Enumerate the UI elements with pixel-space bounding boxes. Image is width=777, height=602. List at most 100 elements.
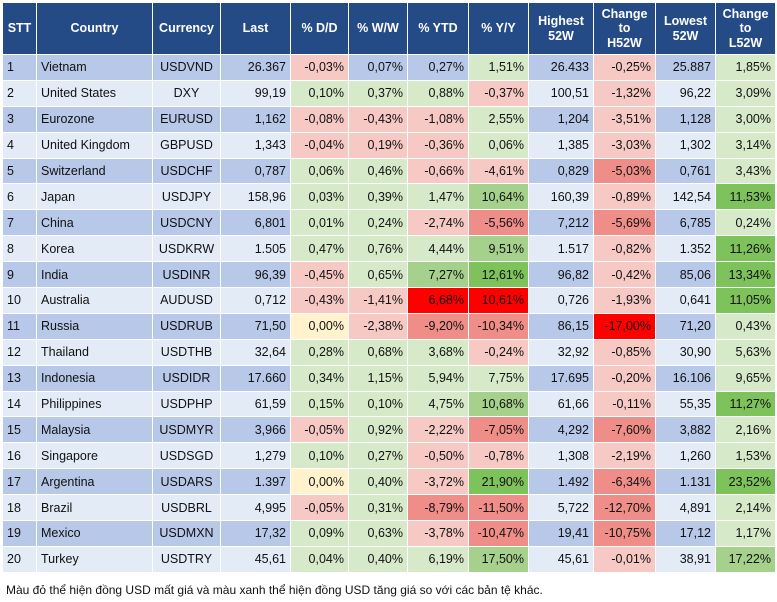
cell-stt: 2 — [2, 79, 37, 107]
cell-ytd: 3,68% — [407, 338, 469, 366]
table-row: 20 Turkey USDTRY 45,61 0,04% 0,40% 6,19% 17,50%… — [2, 545, 776, 573]
cell-change-to-low: 1,85% — [715, 54, 776, 81]
header-stt: STT — [2, 2, 37, 55]
header-currency: Currency — [152, 2, 221, 55]
cell-change-to-low: 0,24% — [715, 209, 776, 237]
cell-ytd: -2,22% — [407, 416, 469, 444]
cell-high-52w: 32,92 — [528, 338, 594, 366]
table-body: 1 Vietnam USDVND 26.367 -0,03% 0,07% 0,27% 1,51… — [2, 54, 776, 573]
cell-change-to-high: -5,03% — [593, 157, 656, 185]
table-row: 16 Singapore USDSGD 1,279 0,10% 0,27% -0,50% -0… — [2, 442, 776, 470]
cell-low-52w: 96,22 — [655, 79, 716, 107]
cell-ytd: -0,36% — [407, 131, 469, 159]
cell-high-52w: 45,61 — [528, 545, 594, 573]
cell-stt: 5 — [2, 157, 37, 185]
cell-last: 6,801 — [220, 209, 291, 237]
cell-currency: USDTHB — [152, 338, 221, 366]
cell-currency: USDINR — [152, 261, 221, 289]
table-row: 11 Russia USDRUB 71,50 0,00% -2,38% -9,20% -10,… — [2, 312, 776, 340]
header-ytd: % YTD — [407, 2, 469, 55]
cell-country: United Kingdom — [36, 131, 153, 159]
cell-last: 26.367 — [220, 54, 291, 81]
header-country: Country — [36, 2, 153, 55]
cell-high-52w: 61,66 — [528, 390, 594, 418]
cell-ww: 0,07% — [348, 54, 408, 81]
cell-last: 1,279 — [220, 442, 291, 470]
cell-ww: 0,19% — [348, 131, 408, 159]
table-row: 9 India USDINR 96,39 -0,45% 0,65% 7,27% 12,61% 9… — [2, 261, 776, 289]
cell-change-to-high: -7,60% — [593, 416, 656, 444]
cell-dd: 0,09% — [290, 520, 349, 547]
cell-last: 17.660 — [220, 364, 291, 392]
cell-change-to-low: 1,53% — [715, 442, 776, 470]
cell-currency: USDARS — [152, 468, 221, 496]
cell-low-52w: 142,54 — [655, 183, 716, 211]
cell-change-to-high: -5,69% — [593, 209, 656, 237]
cell-ytd: 1,47% — [407, 183, 469, 211]
cell-low-52w: 71,20 — [655, 312, 716, 340]
cell-change-to-high: -0,42% — [593, 261, 656, 289]
cell-last: 3,966 — [220, 416, 291, 444]
cell-change-to-low: 2,14% — [715, 494, 776, 522]
cell-currency: USDBRL — [152, 494, 221, 522]
cell-high-52w: 0,829 — [528, 157, 594, 185]
cell-dd: -0,43% — [290, 287, 349, 314]
cell-ww: 0,40% — [348, 545, 408, 573]
cell-high-52w: 100,51 — [528, 79, 594, 107]
cell-low-52w: 85,06 — [655, 261, 716, 289]
cell-change-to-high: -0,20% — [593, 364, 656, 392]
cell-low-52w: 1.352 — [655, 235, 716, 263]
table-row: 2 United States DXY 99,19 0,10% 0,37% 0,88% -0,… — [2, 79, 776, 107]
cell-ytd: -2,74% — [407, 209, 469, 237]
cell-stt: 20 — [2, 545, 37, 573]
cell-yy: 1,51% — [468, 54, 529, 81]
cell-currency: USDJPY — [152, 183, 221, 211]
cell-last: 32,64 — [220, 338, 291, 366]
cell-last: 0,712 — [220, 287, 291, 314]
cell-stt: 8 — [2, 235, 37, 263]
cell-ww: -1,41% — [348, 287, 408, 314]
cell-change-to-high: -12,70% — [593, 494, 656, 522]
cell-change-to-high: -0,85% — [593, 338, 656, 366]
cell-stt: 16 — [2, 442, 37, 470]
cell-low-52w: 55,35 — [655, 390, 716, 418]
cell-change-to-high: -0,89% — [593, 183, 656, 211]
cell-low-52w: 25.887 — [655, 54, 716, 81]
cell-change-to-high: -1,32% — [593, 79, 656, 107]
cell-last: 1,162 — [220, 105, 291, 133]
cell-change-to-high: -6,34% — [593, 468, 656, 496]
cell-currency: USDIDR — [152, 364, 221, 392]
header-dd: % D/D — [290, 2, 349, 55]
cell-change-to-low: 3,43% — [715, 157, 776, 185]
cell-yy: -0,24% — [468, 338, 529, 366]
cell-ytd: -0,66% — [407, 157, 469, 185]
cell-ytd: -9,20% — [407, 312, 469, 340]
cell-dd: -0,04% — [290, 131, 349, 159]
cell-currency: AUDUSD — [152, 287, 221, 314]
cell-yy: 9,51% — [468, 235, 529, 263]
cell-low-52w: 16.106 — [655, 364, 716, 392]
cell-ytd: 0,27% — [407, 54, 469, 81]
cell-last: 1.505 — [220, 235, 291, 263]
cell-dd: 0,03% — [290, 183, 349, 211]
cell-last: 1,343 — [220, 131, 291, 159]
cell-country: Argentina — [36, 468, 153, 496]
cell-change-to-high: -0,01% — [593, 545, 656, 573]
cell-last: 99,19 — [220, 79, 291, 107]
cell-change-to-low: 3,14% — [715, 131, 776, 159]
cell-change-to-low: 0,43% — [715, 312, 776, 340]
cell-dd: -0,08% — [290, 105, 349, 133]
cell-low-52w: 1.131 — [655, 468, 716, 496]
cell-ww: 0,37% — [348, 79, 408, 107]
cell-stt: 10 — [2, 287, 37, 314]
cell-ww: 1,15% — [348, 364, 408, 392]
cell-stt: 11 — [2, 312, 37, 340]
cell-country: Russia — [36, 312, 153, 340]
cell-ytd: 6,68% — [407, 287, 469, 314]
cell-stt: 18 — [2, 494, 37, 522]
cell-low-52w: 17,12 — [655, 520, 716, 547]
cell-country: Australia — [36, 287, 153, 314]
cell-country: China — [36, 209, 153, 237]
cell-stt: 15 — [2, 416, 37, 444]
cell-stt: 1 — [2, 54, 37, 81]
